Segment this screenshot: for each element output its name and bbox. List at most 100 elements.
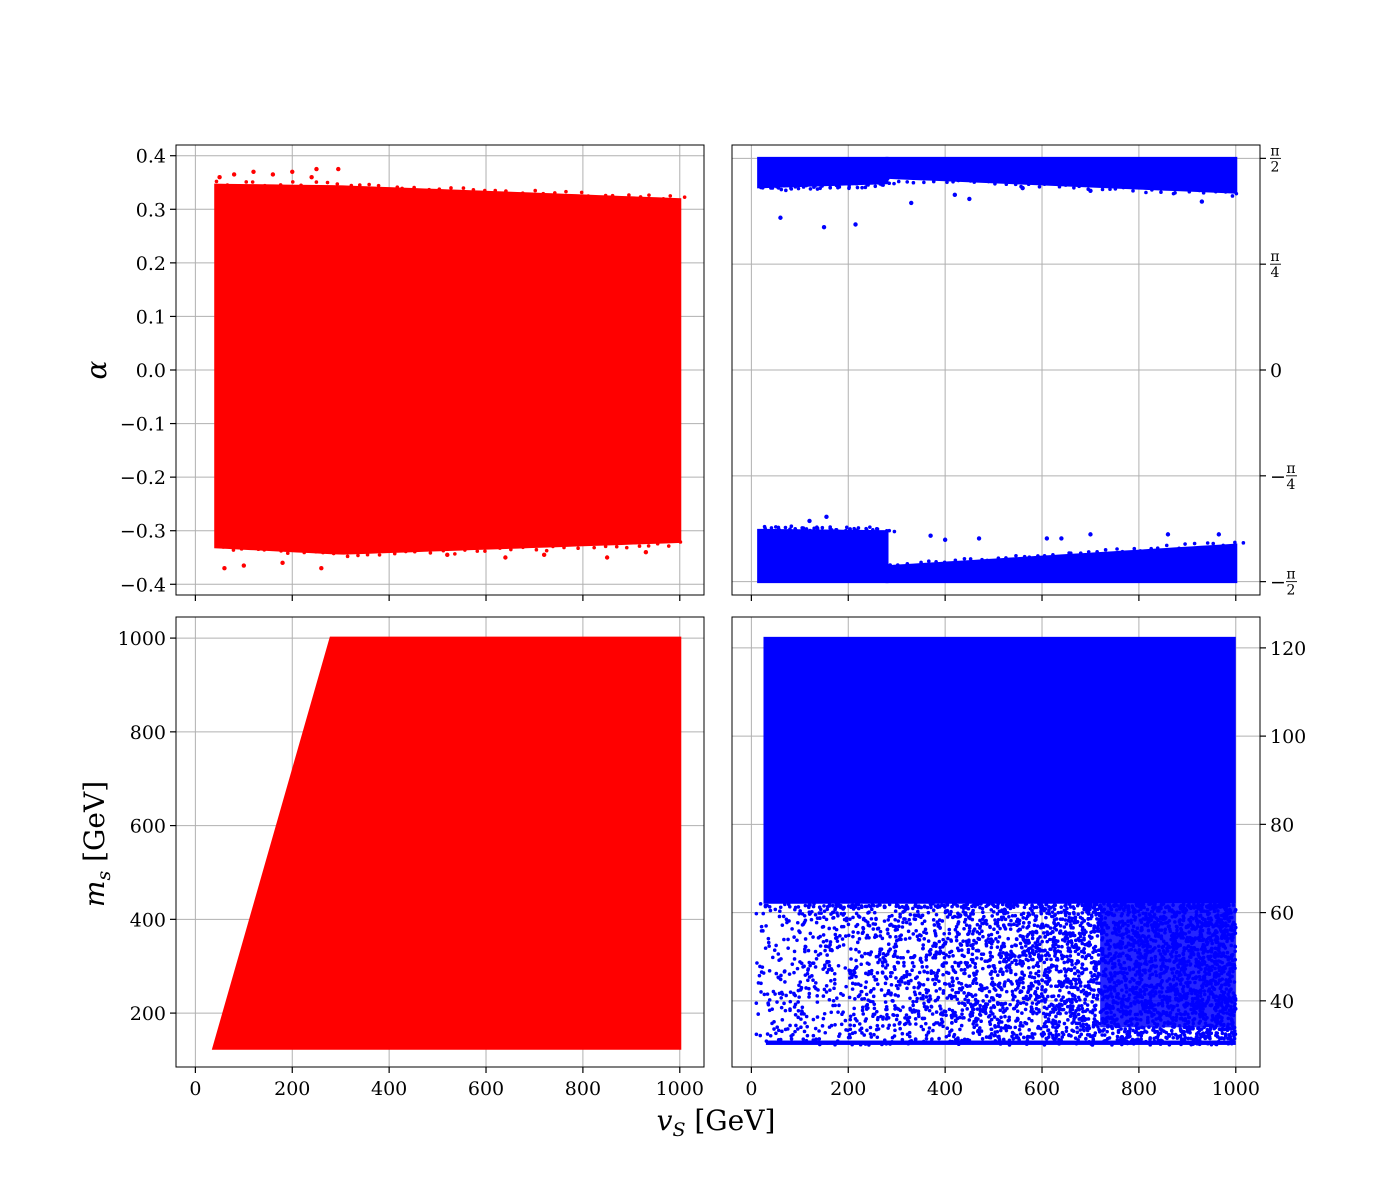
- scatter-point: [960, 1008, 965, 1012]
- scatter-point: [879, 988, 884, 992]
- scatter-point: [949, 996, 954, 1001]
- scatter-point: [923, 1021, 928, 1026]
- scatter-point: [1115, 1034, 1120, 1039]
- scatter-point: [1086, 917, 1091, 921]
- scatter-point: [754, 911, 759, 916]
- xlabel-vs-sub: S: [672, 1119, 685, 1141]
- scatter-point: [811, 978, 815, 983]
- scatter-point: [1006, 978, 1011, 983]
- scatter-point: [876, 960, 880, 965]
- scatter-point: [888, 974, 893, 979]
- scatter-point: [991, 997, 996, 1002]
- scatter-point: [1055, 939, 1060, 943]
- scatter-point: [1010, 913, 1015, 918]
- scatter-point-0-12: [445, 552, 450, 558]
- scatter-point: [1048, 947, 1052, 952]
- scatter-point: [250, 180, 255, 184]
- scatter-point: [931, 179, 936, 184]
- scatter-point: [962, 1037, 967, 1042]
- scatter-point: [856, 994, 861, 999]
- scatter-point: [1065, 954, 1069, 959]
- y-tick-label-den-0: 2: [1287, 583, 1296, 599]
- scatter-point: [977, 1026, 982, 1030]
- scatter-point: [834, 902, 839, 907]
- scatter-point: [1066, 958, 1071, 962]
- scatter-point: [1080, 1006, 1085, 1011]
- scatter-point: [1189, 1036, 1193, 1041]
- scatter-point: [1197, 188, 1202, 193]
- scatter-point: [1220, 1031, 1225, 1036]
- scatter-point: [1037, 1009, 1041, 1014]
- scatter-point: [1095, 917, 1099, 921]
- scatter-point: [1092, 988, 1096, 992]
- scatter-point: [825, 907, 830, 912]
- scatter-point: [989, 908, 994, 912]
- scatter-point: [887, 902, 892, 907]
- scatter-point: [1051, 552, 1055, 557]
- scatter-point: [768, 1033, 773, 1038]
- scatter-point: [1063, 183, 1068, 187]
- scatter-point: [893, 1003, 897, 1008]
- scatter-point: [1036, 953, 1041, 957]
- scatter-point: [1206, 1033, 1211, 1037]
- scatter-point: [901, 955, 906, 960]
- scatter-point: [1075, 1025, 1079, 1030]
- scatter-point: [954, 990, 958, 995]
- scatter-point: [1065, 980, 1070, 984]
- scatter-point: [1058, 988, 1062, 993]
- scatter-point: [854, 181, 859, 186]
- scatter-point: [1067, 997, 1071, 1002]
- scatter-point: [796, 1015, 800, 1020]
- scatter-point: [899, 933, 904, 937]
- scatter-point: [975, 902, 980, 907]
- scatter-point: [815, 187, 820, 191]
- scatter-point: [925, 905, 930, 910]
- scatter-point: [1008, 906, 1013, 911]
- scatter-point: [1095, 993, 1100, 998]
- scatter-point: [829, 1023, 834, 1028]
- scatter-point: [869, 917, 874, 921]
- scatter-point: [872, 910, 877, 915]
- scatter-point: [1040, 939, 1044, 944]
- scatter-point: [1046, 1035, 1051, 1039]
- scatter-point: [823, 1030, 828, 1035]
- scatter-point: [993, 181, 997, 186]
- scatter-point: [991, 983, 995, 988]
- scatter-point: [1046, 1028, 1050, 1033]
- scatter-point: [1082, 947, 1086, 951]
- scatter-point: [825, 953, 829, 957]
- scatter-point: [1086, 980, 1091, 984]
- scatter-point: [1169, 1028, 1174, 1033]
- scatter-point: [392, 551, 397, 556]
- scatter-point: [931, 977, 935, 982]
- scatter-point: [1233, 540, 1237, 545]
- scatter-point: [802, 1012, 806, 1016]
- scatter-point: [961, 906, 966, 911]
- scatter-point: [1077, 974, 1081, 978]
- scatter-point: [1077, 1034, 1082, 1039]
- scatter-point: [850, 981, 855, 986]
- scatter-point: [902, 917, 906, 921]
- scatter-point: [868, 1025, 873, 1030]
- scatter-point: [509, 547, 513, 552]
- scatter-point: [1062, 1021, 1067, 1026]
- scatter-point: [1183, 542, 1187, 546]
- scatter-point: [1078, 551, 1083, 556]
- scatter-point: [980, 1036, 985, 1041]
- scatter-point: [1044, 902, 1049, 906]
- scatter-point: [789, 1037, 794, 1041]
- scatter-point: [1045, 1006, 1049, 1011]
- scatter-point: [1004, 903, 1009, 908]
- scatter-point: [954, 938, 959, 943]
- scatter-point: [995, 973, 1000, 978]
- scatter-point: [893, 1028, 897, 1033]
- scatter-point: [1204, 1034, 1208, 1039]
- scatter-point: [1086, 550, 1091, 554]
- scatter-point: [988, 972, 993, 976]
- scatter-point: [965, 902, 970, 907]
- scatter-point: [1021, 1035, 1026, 1040]
- scatter-point: [828, 943, 832, 947]
- scatter-point: [886, 918, 891, 922]
- scatter-point: [1014, 1004, 1019, 1009]
- scatter-point: [978, 1006, 982, 1011]
